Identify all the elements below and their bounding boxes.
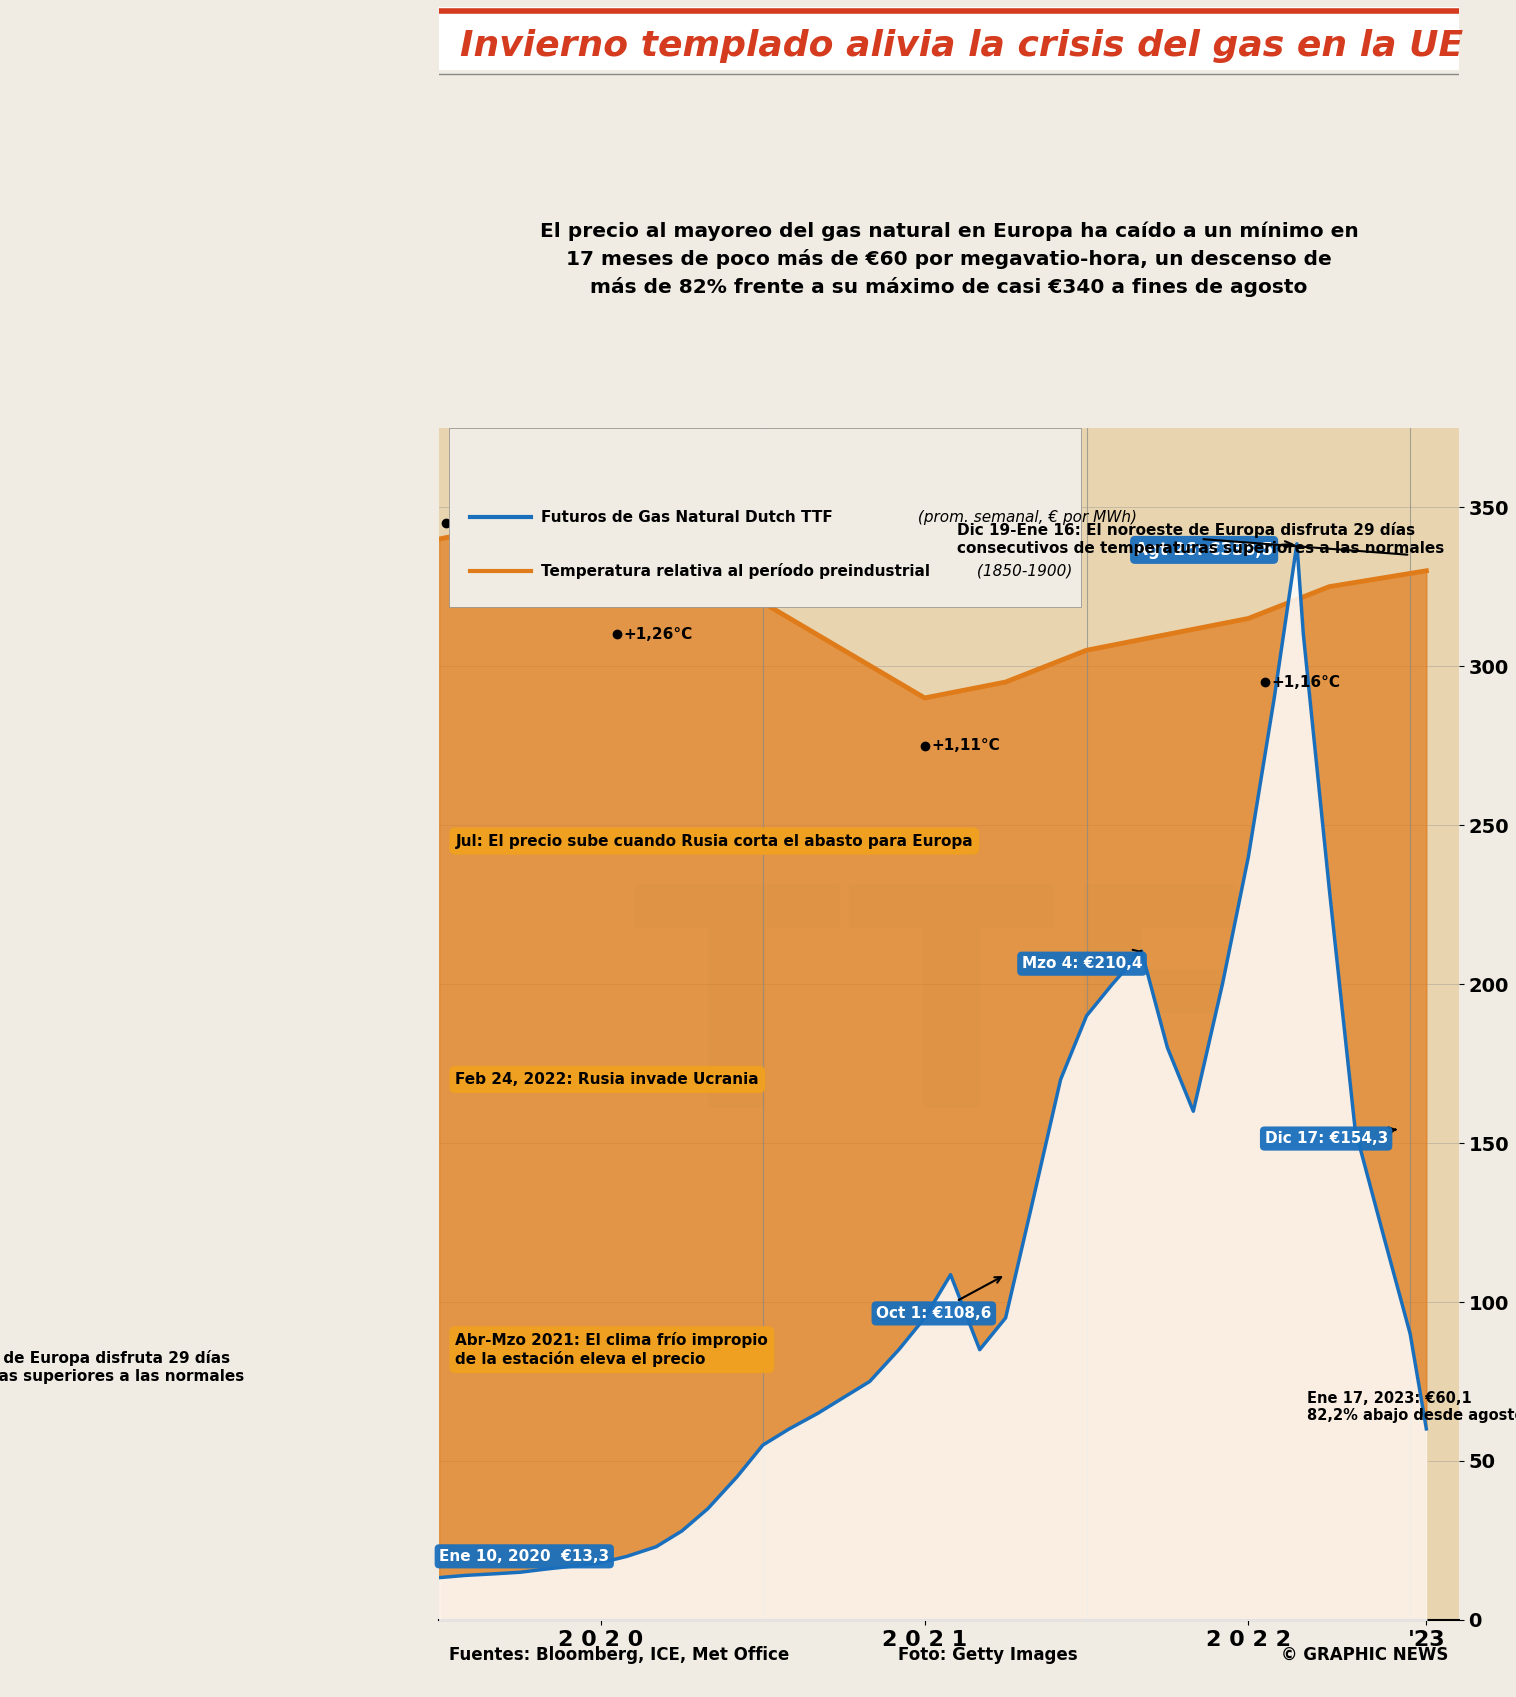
Text: Dic 19-Ene 16: El noroeste de Europa disfruta 29 días
consecutivos de temperatur: Dic 19-Ene 16: El noroeste de Europa dis… bbox=[957, 523, 1445, 555]
Text: +1,24°C: +1,24°C bbox=[452, 516, 522, 531]
Text: TTF: TTF bbox=[632, 876, 1266, 1173]
Text: Ene 17, 2023: €60,1
82,2% abajo desde agosto: Ene 17, 2023: €60,1 82,2% abajo desde ag… bbox=[1307, 1392, 1516, 1424]
Text: © GRAPHIC NEWS: © GRAPHIC NEWS bbox=[1281, 1646, 1448, 1665]
Text: Mzo 4: €210,4: Mzo 4: €210,4 bbox=[1022, 950, 1142, 971]
Text: Ene 10, 2020  €13,3: Ene 10, 2020 €13,3 bbox=[440, 1549, 609, 1565]
Text: Agt 26: €338,5: Agt 26: €338,5 bbox=[1135, 541, 1292, 558]
FancyBboxPatch shape bbox=[449, 428, 1081, 606]
Text: Jul: El precio sube cuando Rusia corta el abasto para Europa: Jul: El precio sube cuando Rusia corta e… bbox=[455, 833, 973, 848]
Text: Abr-Mzo 2021: El clima frío impropio
de la estación eleva el precio: Abr-Mzo 2021: El clima frío impropio de … bbox=[455, 1332, 769, 1368]
Text: Fuentes: Bloomberg, ICE, Met Office: Fuentes: Bloomberg, ICE, Met Office bbox=[449, 1646, 790, 1665]
FancyBboxPatch shape bbox=[440, 7, 1458, 70]
Text: El precio al mayoreo del gas natural en Europa ha caído a un mínimo en
17 meses : El precio al mayoreo del gas natural en … bbox=[540, 222, 1358, 297]
Text: Temperatura relativa al período preindustrial: Temperatura relativa al período preindus… bbox=[541, 563, 931, 579]
Text: Foto: Getty Images: Foto: Getty Images bbox=[897, 1646, 1078, 1665]
Text: Feb 24, 2022: Rusia invade Ucrania: Feb 24, 2022: Rusia invade Ucrania bbox=[455, 1073, 760, 1088]
Text: (prom. semanal, € por MWh): (prom. semanal, € por MWh) bbox=[913, 509, 1137, 524]
Text: Futuros de Gas Natural Dutch TTF: Futuros de Gas Natural Dutch TTF bbox=[541, 509, 832, 524]
Text: Dic 17: €154,3: Dic 17: €154,3 bbox=[1264, 1127, 1396, 1145]
Text: +1,11°C: +1,11°C bbox=[931, 738, 1001, 753]
Text: +1,26°C: +1,26°C bbox=[623, 626, 693, 641]
Text: (1850-1900): (1850-1900) bbox=[972, 563, 1073, 579]
Text: +1,16°C: +1,16°C bbox=[1270, 675, 1340, 689]
Text: Oct 1: €108,6: Oct 1: €108,6 bbox=[876, 1278, 1001, 1320]
Text: Dic 19-Ene 16: El noroeste de Europa disfruta 29 días
consecutivos de temperatur: Dic 19-Ene 16: El noroeste de Europa dis… bbox=[0, 1351, 244, 1383]
Text: Invierno templado alivia la crisis del gas en la UE: Invierno templado alivia la crisis del g… bbox=[459, 29, 1463, 63]
